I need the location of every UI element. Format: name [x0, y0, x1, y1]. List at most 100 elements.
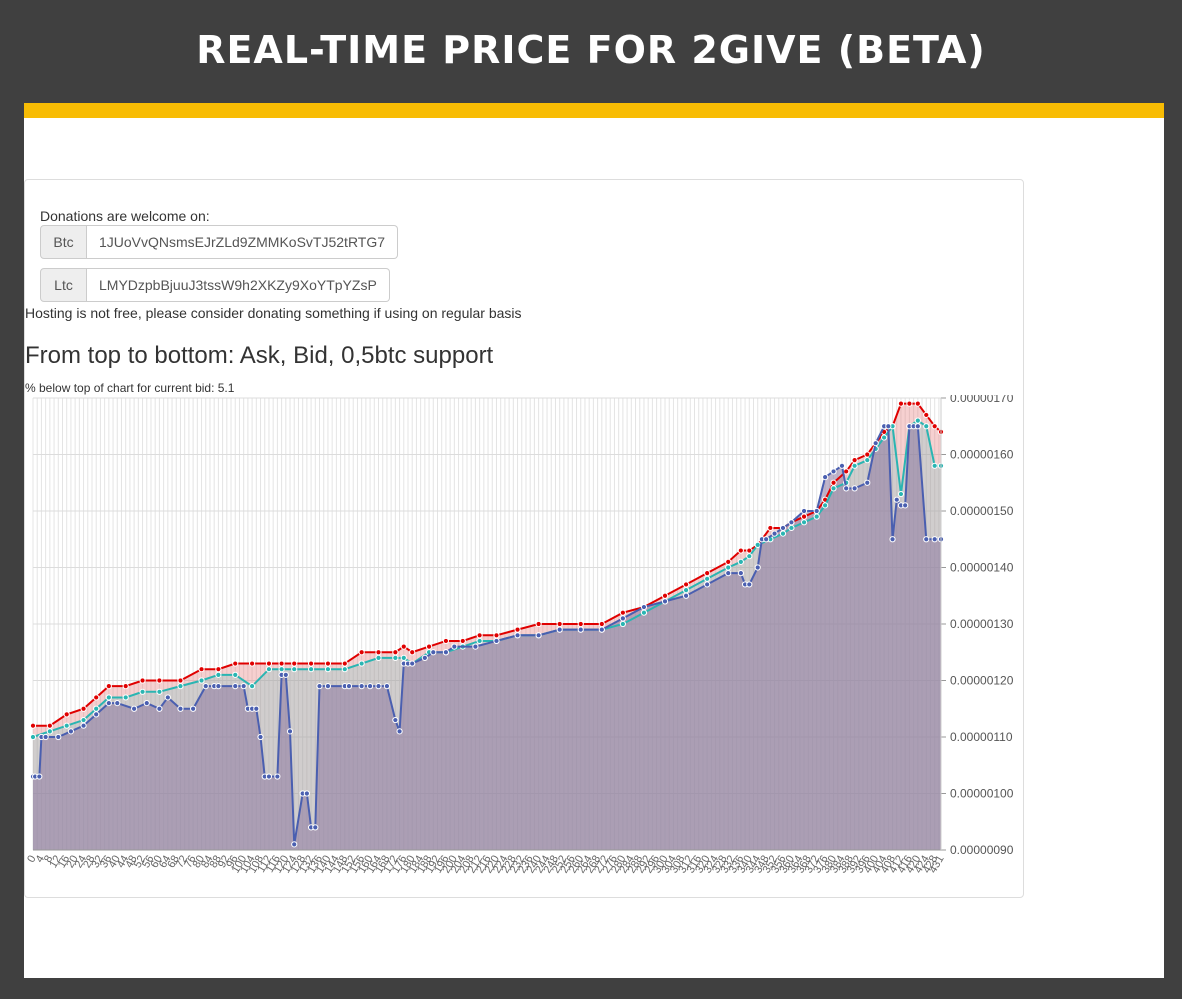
x-tick-label: 84: [199, 854, 216, 871]
data-point: [36, 773, 43, 780]
x-tick-label: 48: [123, 854, 140, 871]
data-point: [312, 824, 319, 831]
data-point: [476, 637, 483, 645]
data-point: [619, 620, 626, 628]
btc-address-field[interactable]: 1JUoVvQNsmsEJrZLd9ZMMKoSvTJ52tRTG7: [87, 225, 399, 259]
data-point: [442, 649, 450, 656]
donations-label: Donations are welcome on:: [40, 208, 210, 224]
x-tick-label: 28: [81, 854, 98, 871]
data-point: [931, 423, 938, 430]
data-point: [746, 553, 753, 560]
ltc-address-group: Ltc LMYDzpbBjuuJ3tssW9h2XKZy9XoYTpYZsP: [40, 268, 390, 302]
data-point: [800, 507, 808, 515]
x-tick-label: 96: [224, 854, 241, 871]
data-point: [661, 592, 669, 599]
data-point: [67, 728, 75, 735]
data-point: [881, 434, 888, 441]
data-point: [459, 637, 466, 645]
data-point: [556, 626, 563, 633]
data-point: [156, 688, 163, 695]
x-tick-label: 24: [73, 854, 90, 871]
data-point: [324, 683, 332, 690]
data-point: [914, 423, 921, 430]
data-point: [556, 620, 563, 628]
data-point: [122, 683, 129, 690]
data-point: [177, 677, 184, 684]
data-point: [598, 626, 605, 633]
x-tick-label: 68: [165, 854, 182, 871]
data-point: [493, 637, 500, 645]
data-point: [514, 626, 521, 633]
data-point: [257, 733, 264, 741]
data-point: [105, 700, 112, 707]
series-area-0-5btc-support: [33, 426, 941, 850]
data-point: [345, 683, 353, 690]
data-point: [396, 728, 403, 735]
data-point: [63, 711, 70, 718]
data-point: [788, 524, 795, 532]
data-point: [923, 423, 930, 430]
data-point: [872, 440, 879, 447]
data-point: [788, 519, 795, 526]
data-point: [93, 705, 100, 712]
data-point: [190, 705, 197, 712]
price-chart: 0.00000170 0.00000160 0.00000150 0.00000140…: [25, 395, 1014, 875]
data-point: [198, 677, 205, 684]
data-point: [442, 637, 450, 645]
x-tick-label: 44: [115, 854, 132, 871]
data-point: [164, 694, 171, 701]
data-point: [813, 513, 820, 520]
data-point: [105, 694, 112, 701]
data-point: [400, 654, 407, 661]
data-point: [885, 423, 892, 430]
data-point: [400, 643, 407, 650]
x-tick-label: 92: [216, 854, 233, 871]
x-tick-label: 16: [56, 854, 73, 871]
data-point: [897, 400, 905, 407]
data-point: [813, 507, 820, 515]
ltc-address-field[interactable]: LMYDzpbBjuuJ3tssW9h2XKZy9XoYTpYZsP: [87, 268, 390, 302]
data-point: [80, 722, 87, 729]
page-title: REAL-TIME PRICE FOR 2GIVE (BETA): [196, 28, 986, 72]
data-point: [535, 620, 542, 628]
data-point: [265, 773, 273, 780]
data-point: [248, 660, 256, 667]
data-point: [278, 666, 285, 673]
data-point: [893, 496, 900, 503]
data-point: [341, 660, 348, 667]
data-point: [55, 733, 62, 741]
data-point: [737, 570, 744, 577]
data-point: [931, 536, 938, 543]
data-point: [265, 660, 273, 667]
data-point: [430, 649, 437, 656]
data-point: [291, 841, 298, 848]
data-point: [198, 666, 205, 673]
data-point: [763, 536, 770, 543]
data-point: [923, 536, 930, 543]
data-point: [358, 649, 365, 656]
data-point: [232, 660, 239, 667]
data-point: [29, 722, 37, 729]
data-point: [577, 626, 584, 633]
y-tick-label: 0.00000160: [950, 448, 1014, 462]
data-point: [800, 519, 808, 526]
data-point: [535, 632, 542, 639]
data-point: [914, 417, 921, 424]
data-point: [779, 530, 787, 537]
data-point: [493, 632, 500, 639]
main-content: Donations are welcome on: Btc 1JUoVvQNsm…: [24, 103, 1164, 978]
data-point: [830, 479, 837, 486]
data-point: [472, 643, 479, 650]
data-point: [864, 457, 871, 464]
data-point: [316, 683, 323, 690]
data-point: [421, 654, 428, 661]
data-point: [253, 705, 260, 712]
data-point: [265, 666, 273, 673]
chart-heading: From top to bottom: Ask, Bid, 0,5btc sup…: [25, 342, 494, 369]
data-point: [902, 502, 909, 509]
data-point: [914, 400, 921, 407]
data-point: [232, 671, 239, 678]
data-point: [291, 660, 298, 667]
x-tick-label: 88: [207, 854, 224, 871]
data-point: [324, 666, 332, 673]
